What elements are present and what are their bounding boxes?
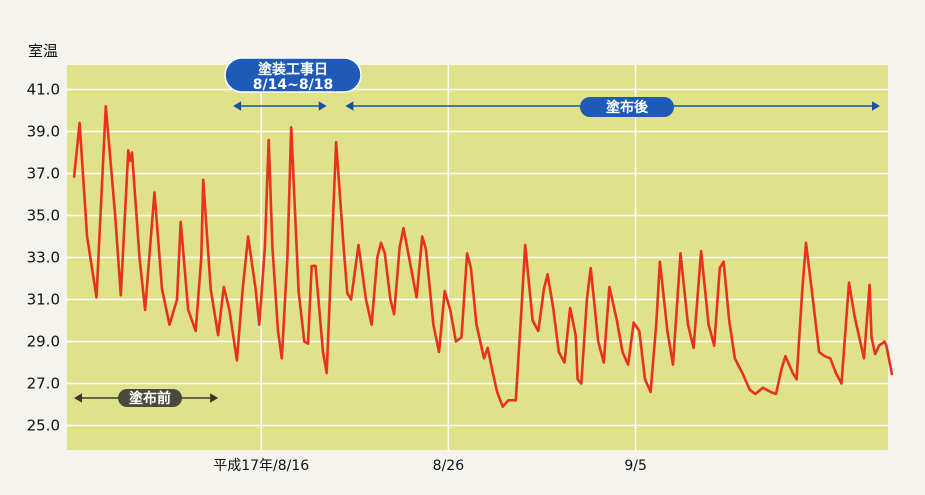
series-line-0: [72, 105, 894, 408]
after-coating-pill: [580, 97, 674, 117]
x-tick-label: 平成17年/8/16: [213, 458, 309, 474]
construction-period-label: 塗装工事日: [258, 61, 328, 78]
y-tick-label: 33.0: [27, 249, 60, 267]
y-tick-label: 39.0: [27, 123, 60, 141]
before-coating-pill: [118, 389, 182, 407]
y-axis-label: 室温: [28, 42, 58, 60]
arrowhead-right: [318, 101, 327, 111]
gridlines: [67, 65, 888, 450]
y-tick-label: 41.0: [27, 81, 60, 99]
arrowhead-left: [233, 101, 242, 111]
y-tick-label: 29.0: [27, 333, 60, 351]
x-tick-label: 9/5: [624, 458, 647, 474]
y-axis: 41.0 39.0 37.0 35.0 33.0 31.0 29.0 27.0 25.0: [27, 81, 60, 435]
x-axis: 平成17年/8/16 8/26 9/5: [213, 458, 647, 474]
x-tick-label: 8/26: [433, 458, 465, 474]
y-tick-label: 37.0: [27, 165, 60, 183]
before-coating-label: 塗布前: [129, 390, 171, 407]
y-tick-label: 25.0: [27, 417, 60, 435]
y-tick-label: 27.0: [27, 375, 60, 393]
arrowhead-right: [210, 393, 219, 403]
arrowhead-right: [872, 101, 880, 111]
construction-period-dates: 8/14~8/18: [253, 77, 333, 93]
y-tick-label: 31.0: [27, 291, 60, 309]
series-lines: [72, 105, 894, 408]
y-tick-label: 35.0: [27, 207, 60, 225]
arrowhead-left: [74, 393, 82, 403]
construction-period-pill: [224, 57, 362, 93]
arrowhead-left: [345, 101, 354, 111]
after-coating-label: 塗布後: [606, 99, 649, 116]
